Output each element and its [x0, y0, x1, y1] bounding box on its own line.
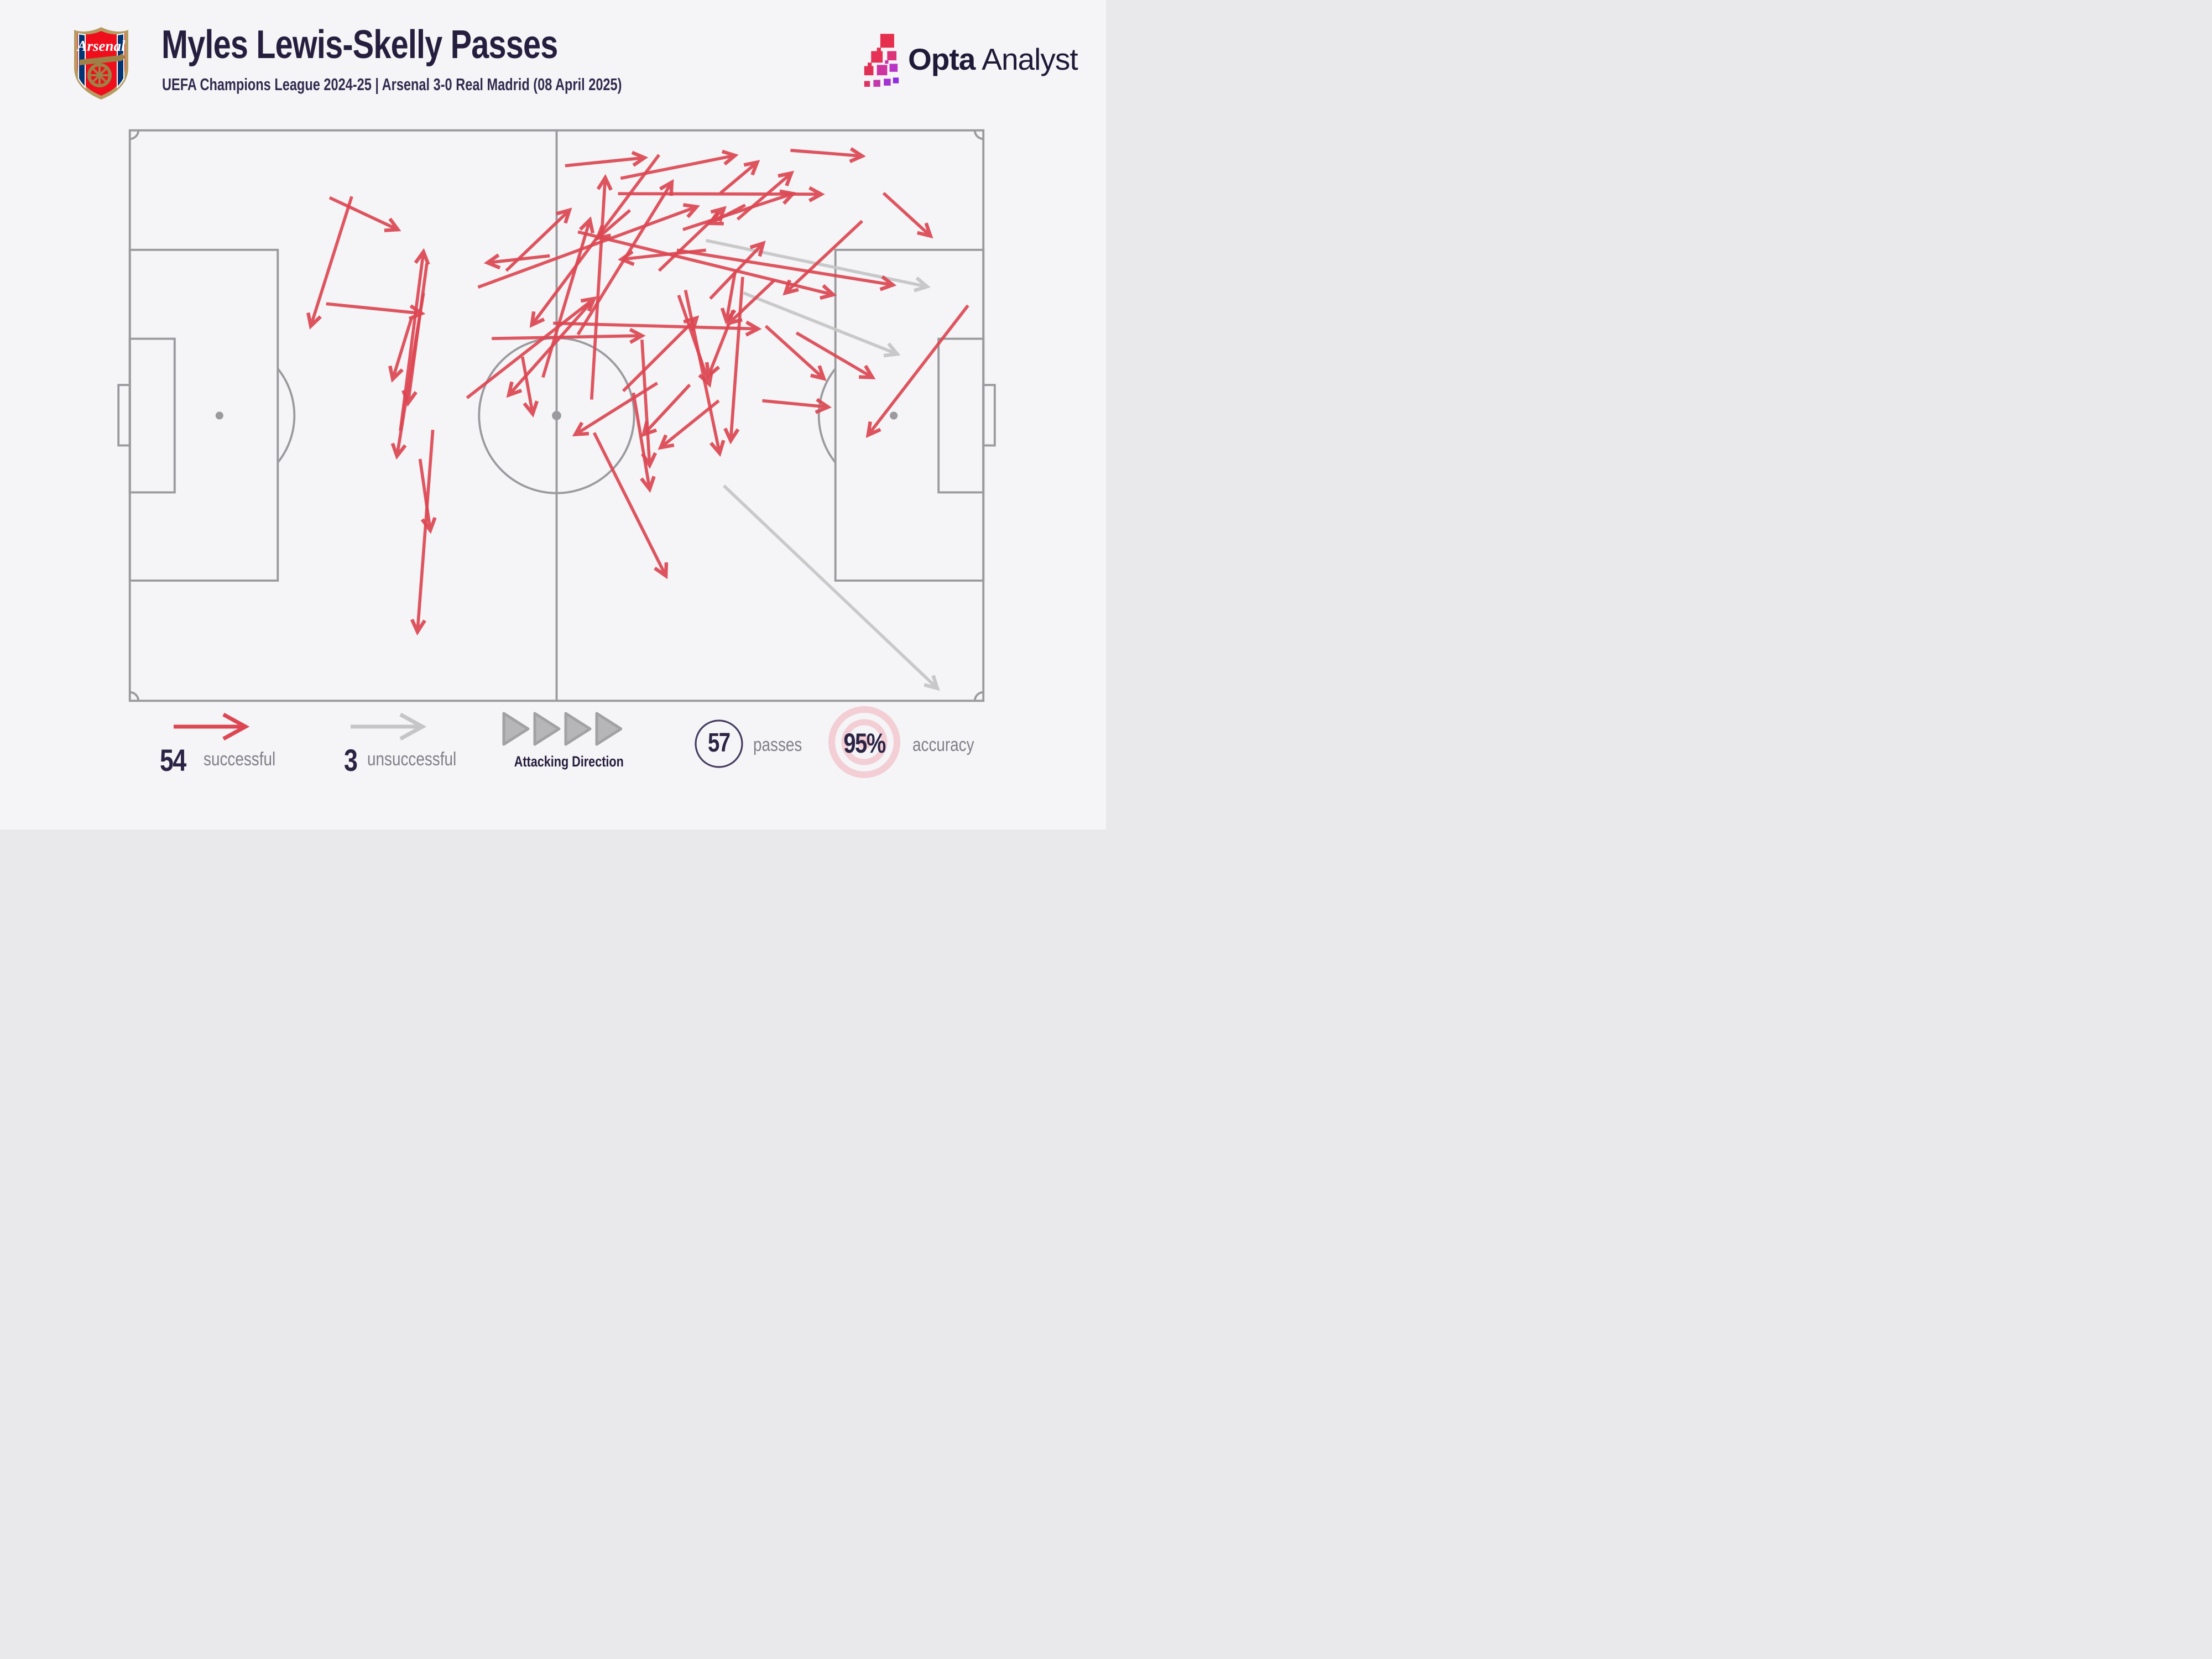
pass-arrow-successful: [477, 203, 700, 289]
pass-arrow-successful: [676, 248, 897, 291]
accuracy-label: accuracy: [912, 734, 974, 755]
accuracy-target-icon: [828, 706, 900, 778]
attacking-direction-triangles-icon: [502, 712, 622, 746]
pass-arrow-successful: [682, 189, 797, 231]
pass-arrow-successful: [790, 147, 866, 163]
pass-arrow-successful: [782, 220, 863, 296]
opta-analyst-logo: Opta Analyst: [864, 30, 1078, 88]
pass-arrow-successful: [865, 304, 969, 438]
successful-passes-layer: [306, 147, 969, 636]
passes-count: 57: [708, 728, 731, 758]
pass-arrow-successful: [764, 325, 827, 382]
cannon-icon: [80, 53, 125, 87]
pass-arrow-successful: [492, 327, 646, 344]
pass-arrow-successful: [565, 150, 649, 168]
pass-arrow-successful: [658, 206, 727, 272]
pass-arrow-successful: [326, 302, 426, 321]
pass-arrow-successful: [506, 302, 591, 398]
pass-arrow-successful: [882, 192, 933, 239]
pass-arrow-successful: [594, 209, 632, 241]
pass-arrow-successful: [622, 315, 700, 393]
pass-arrow-successful: [399, 248, 430, 431]
unsuccessful-count: 3: [344, 743, 358, 778]
pass-arrow-successful: [736, 170, 795, 221]
unsuccessful-pass-legend-arrow-icon: [351, 712, 427, 741]
successful-pass-legend-arrow-icon: [174, 712, 250, 741]
arsenal-crest-icon: Arsenal: [74, 27, 128, 100]
attacking-direction-label: Attacking Direction: [514, 753, 624, 770]
pass-arrow-successful: [577, 230, 837, 300]
pass-arrow-successful: [726, 279, 776, 326]
pass-arrow-successful: [658, 399, 720, 450]
pass-arrow-successful: [328, 196, 401, 232]
pass-arrow-successful: [306, 196, 353, 330]
pass-arrow-unsuccessful: [743, 291, 901, 358]
pass-arrow-successful: [705, 323, 731, 379]
pass-arrow-successful: [719, 160, 760, 195]
page-subtitle: UEFA Champions League 2024-25 | Arsenal …: [162, 75, 622, 94]
unsuccessful-label: unsuccessful: [367, 749, 457, 770]
pass-arrow-successful: [795, 331, 876, 379]
pass-arrow-successful: [410, 430, 435, 636]
accuracy-value: 95%: [843, 728, 886, 759]
pass-arrow-successful: [762, 398, 832, 414]
pass-arrow-successful: [505, 207, 572, 272]
page-title: Myles Lewis-Skelly Passes: [161, 23, 558, 67]
pass-arrow-successful: [589, 174, 613, 400]
pass-arrow-successful: [641, 383, 691, 437]
brand-wordmark: Opta Analyst: [908, 42, 1078, 76]
pass-arrow-successful: [541, 216, 594, 378]
passes-label: passes: [753, 734, 802, 755]
pass-arrow-successful: [390, 293, 425, 460]
pass-arrow-successful: [520, 356, 539, 418]
pass-arrow-successful: [466, 296, 597, 399]
pass-arrow-successful: [592, 432, 669, 580]
crest-club-name: Arsenal: [76, 38, 126, 54]
successful-label: successful: [204, 749, 276, 770]
pass-arrow-successful: [553, 320, 762, 337]
pass-map-infographic: Arsenal Myles Lewis-Skelly Passes UEFA C…: [0, 0, 1106, 830]
passes-circle-icon: [695, 719, 743, 768]
pass-arrow-successful: [723, 276, 744, 445]
pass-arrow-successful: [684, 290, 726, 457]
pass-arrow-successful: [709, 241, 766, 300]
pass-arrow-successful: [632, 392, 656, 493]
pass-arrow-unsuccessful: [723, 484, 940, 691]
successful-count: 54: [160, 743, 186, 778]
opta-logo-icon: [864, 34, 899, 87]
pass-arrow-successful: [620, 149, 739, 180]
pitch-markings: [117, 129, 996, 702]
pass-arrow-successful: [388, 317, 413, 383]
pitch-pass-map: [117, 129, 996, 702]
